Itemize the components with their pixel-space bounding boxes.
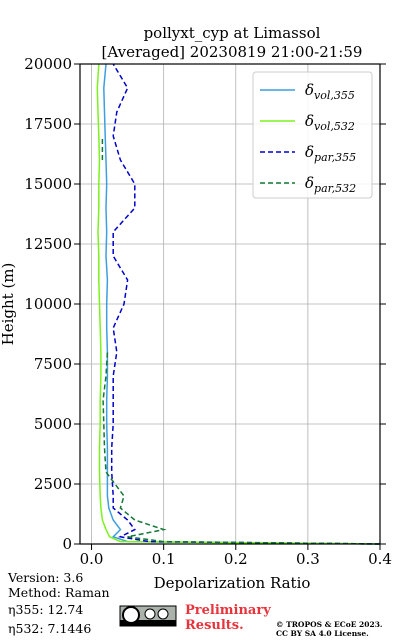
- y-tick-label: 0: [62, 535, 72, 553]
- profile-line: [103, 63, 381, 545]
- x-axis-label: Depolarization Ratio: [154, 574, 311, 592]
- y-tick-label: 15000: [24, 175, 72, 193]
- y-tick-label: 5000: [34, 415, 72, 433]
- y-tick-label: 17500: [24, 115, 72, 133]
- x-tick-label: 0.3: [296, 550, 320, 568]
- plot-frame: [79, 63, 381, 545]
- legend-box: [252, 71, 373, 199]
- x-tick-label: 0.0: [80, 550, 104, 568]
- x-tick-label: 0.4: [368, 550, 392, 568]
- y-axis-label: Height (m): [0, 263, 17, 346]
- notice-text: Preliminary: [185, 603, 271, 618]
- legend-label: δvol,532: [305, 112, 355, 133]
- legend-label: δpar,532: [305, 174, 356, 195]
- info-text: Method: Raman: [8, 585, 110, 600]
- y-tick-label: 12500: [24, 235, 72, 253]
- notice-text: Results.: [185, 618, 244, 633]
- y-tick-label: 2500: [34, 475, 72, 493]
- info-text: η532: 7.1446: [8, 621, 91, 636]
- copyright-text: © TROPOS & ECoE 2023.: [276, 620, 383, 629]
- x-tick-label: 0.2: [224, 550, 248, 568]
- info-text: Version: 3.6: [7, 570, 83, 585]
- legend-label: δvol,355: [305, 81, 355, 102]
- legend-label: δpar,355: [305, 143, 356, 164]
- x-tick-label: 0.1: [152, 550, 176, 568]
- y-tick-label: 10000: [24, 295, 72, 313]
- y-tick-label: 20000: [24, 55, 72, 73]
- chart-title: [Averaged] 20230819 21:00-21:59: [102, 43, 363, 61]
- y-tick-label: 7500: [34, 355, 72, 373]
- chart-title: pollyxt_cyp at Limassol: [144, 24, 321, 42]
- profile-line: [96, 63, 381, 545]
- info-text: η355: 12.74: [8, 602, 83, 617]
- cc-logo: [119, 605, 177, 627]
- copyright-text: CC BY SA 4.0 License.: [276, 629, 369, 638]
- profile-line: [110, 63, 381, 545]
